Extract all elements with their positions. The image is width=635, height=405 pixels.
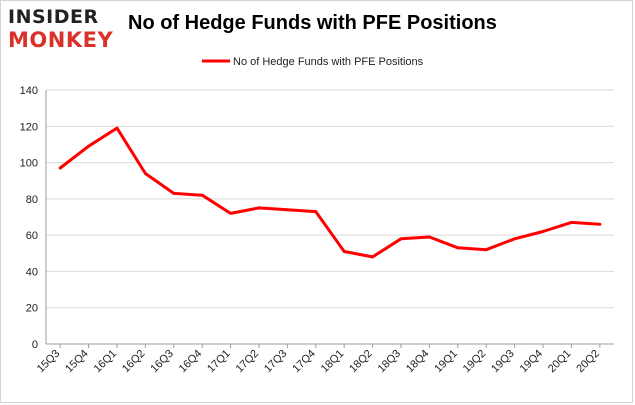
legend: No of Hedge Funds with PFE Positions — [202, 56, 424, 68]
data-point — [342, 250, 346, 253]
y-tick-label: 100 — [20, 158, 38, 170]
data-point — [541, 230, 545, 233]
data-point — [115, 126, 119, 130]
chart-title: No of Hedge Funds with PFE Positions — [128, 12, 497, 34]
x-tick-label: 16Q2 — [120, 348, 148, 376]
y-tick-label: 0 — [32, 339, 38, 351]
x-tick-label: 19Q4 — [518, 348, 546, 376]
x-tick-label: 20Q2 — [574, 348, 602, 376]
grid-lines — [46, 89, 614, 309]
data-point — [428, 235, 431, 239]
y-tick-labels: 0 20 40 60 80 100 120 140 — [20, 85, 38, 351]
x-tick-label: 20Q1 — [546, 348, 574, 376]
data-point — [229, 211, 233, 215]
x-tick-label: 15Q3 — [35, 348, 63, 376]
series-line — [58, 126, 602, 259]
x-tick-label: 16Q1 — [92, 348, 120, 376]
y-tick-label: 120 — [20, 121, 38, 133]
data-point — [598, 222, 602, 226]
data-point — [172, 192, 176, 195]
x-tick-label: 17Q2 — [234, 348, 262, 376]
x-tick-label: 17Q1 — [205, 348, 233, 376]
data-point — [286, 208, 289, 212]
axes — [45, 90, 614, 345]
data-point — [456, 246, 460, 250]
x-tick-label: 17Q4 — [290, 348, 318, 376]
y-tick-label: 140 — [20, 85, 38, 97]
x-tick-labels: 15Q3 15Q4 16Q1 16Q2 16Q3 16Q4 17Q1 17Q2 17Q3 17Q4… — [35, 344, 602, 375]
y-tick-label: 20 — [26, 303, 38, 315]
x-tick-label: 17Q3 — [262, 348, 290, 376]
x-tick-label: 18Q4 — [404, 348, 432, 376]
y-tick-label: 80 — [26, 194, 38, 206]
data-point — [58, 166, 62, 170]
x-tick-label: 19Q3 — [489, 348, 517, 376]
data-point — [399, 237, 403, 241]
y-tick-label: 40 — [26, 266, 38, 278]
x-tick-label: 19Q2 — [461, 348, 489, 376]
insider-monkey-logo: INSIDER MONKEY — [8, 6, 120, 56]
x-tick-label: 15Q4 — [63, 348, 91, 376]
logo-line-1: INSIDER — [8, 6, 99, 28]
data-point — [144, 172, 147, 175]
logo-line-2: MONKEY — [8, 28, 114, 52]
data-point — [513, 237, 516, 241]
data-point — [314, 210, 318, 213]
y-tick-label: 60 — [26, 230, 38, 242]
data-point — [200, 193, 204, 197]
x-tick-label: 18Q1 — [319, 348, 347, 376]
data-point — [484, 248, 488, 252]
x-tick-label: 16Q4 — [177, 348, 205, 376]
series-group — [58, 126, 602, 259]
data-point — [371, 255, 374, 259]
legend-label: No of Hedge Funds with PFE Positions — [233, 56, 424, 68]
x-tick-label: 16Q3 — [148, 348, 176, 376]
data-point — [570, 221, 573, 224]
x-tick-label: 19Q1 — [432, 348, 460, 376]
x-tick-label: 18Q2 — [347, 348, 375, 376]
data-point — [87, 144, 90, 148]
x-tick-label: 18Q3 — [376, 348, 404, 376]
data-point — [257, 206, 261, 210]
